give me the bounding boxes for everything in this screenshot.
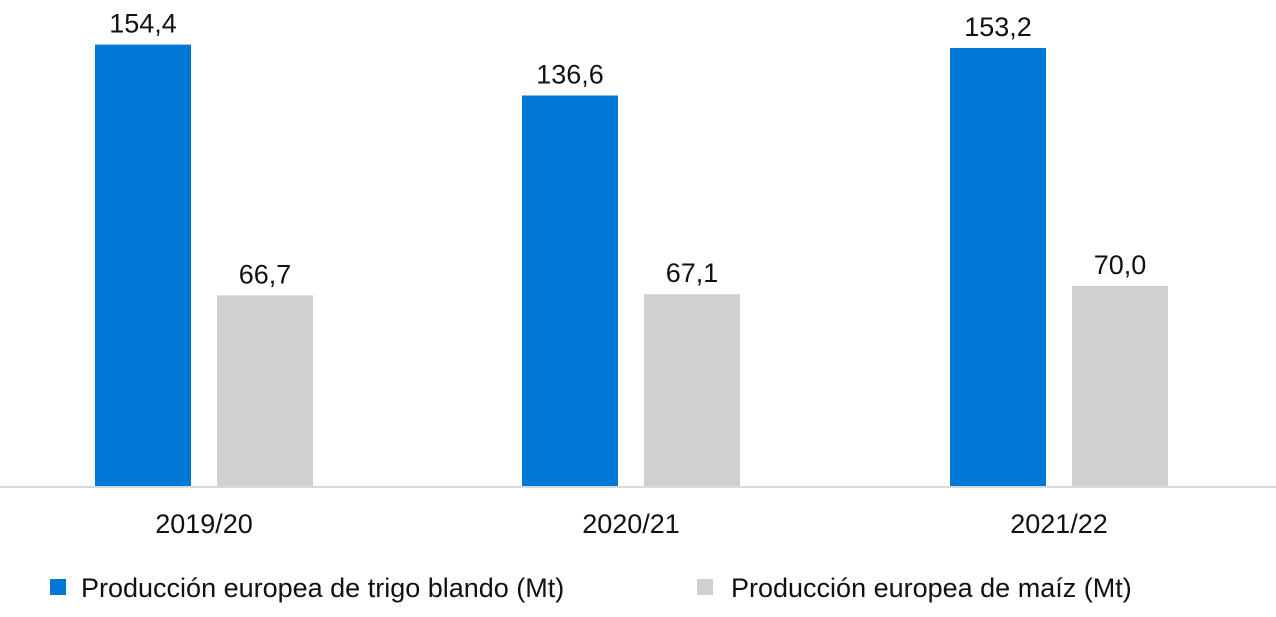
legend: Producción europea de trigo blando (Mt) P… <box>50 573 1132 603</box>
legend-swatch-maiz <box>697 579 713 595</box>
data-label-maiz-2: 70,0 <box>1094 250 1147 280</box>
bar-maiz-1 <box>644 294 740 486</box>
data-label-maiz-0: 66,7 <box>239 259 292 289</box>
bar-trigo-1 <box>522 95 618 486</box>
legend-swatch-trigo <box>50 579 66 595</box>
bar-trigo-0 <box>95 44 191 486</box>
x-tick-label-0: 2019/20 <box>155 509 253 539</box>
bar-maiz-2 <box>1072 285 1168 486</box>
legend-label-maiz: Producción europea de maíz (Mt) <box>731 573 1132 603</box>
legend-label-trigo: Producción europea de trigo blando (Mt) <box>81 573 564 603</box>
bars-group <box>95 44 1168 487</box>
x-tick-labels-group: 2019/20 2020/21 2021/22 <box>155 509 1108 539</box>
data-labels-group: 154,4 136,6 153,2 66,7 67,1 70,0 <box>109 9 1146 290</box>
data-label-trigo-0: 154,4 <box>109 9 177 39</box>
data-label-trigo-1: 136,6 <box>536 59 604 89</box>
data-label-maiz-1: 67,1 <box>666 258 719 288</box>
x-tick-label-2: 2021/22 <box>1010 509 1108 539</box>
data-label-trigo-2: 153,2 <box>964 12 1032 42</box>
bar-maiz-0 <box>217 295 313 486</box>
bar-trigo-2 <box>950 48 1046 487</box>
x-tick-label-1: 2020/21 <box>582 509 680 539</box>
